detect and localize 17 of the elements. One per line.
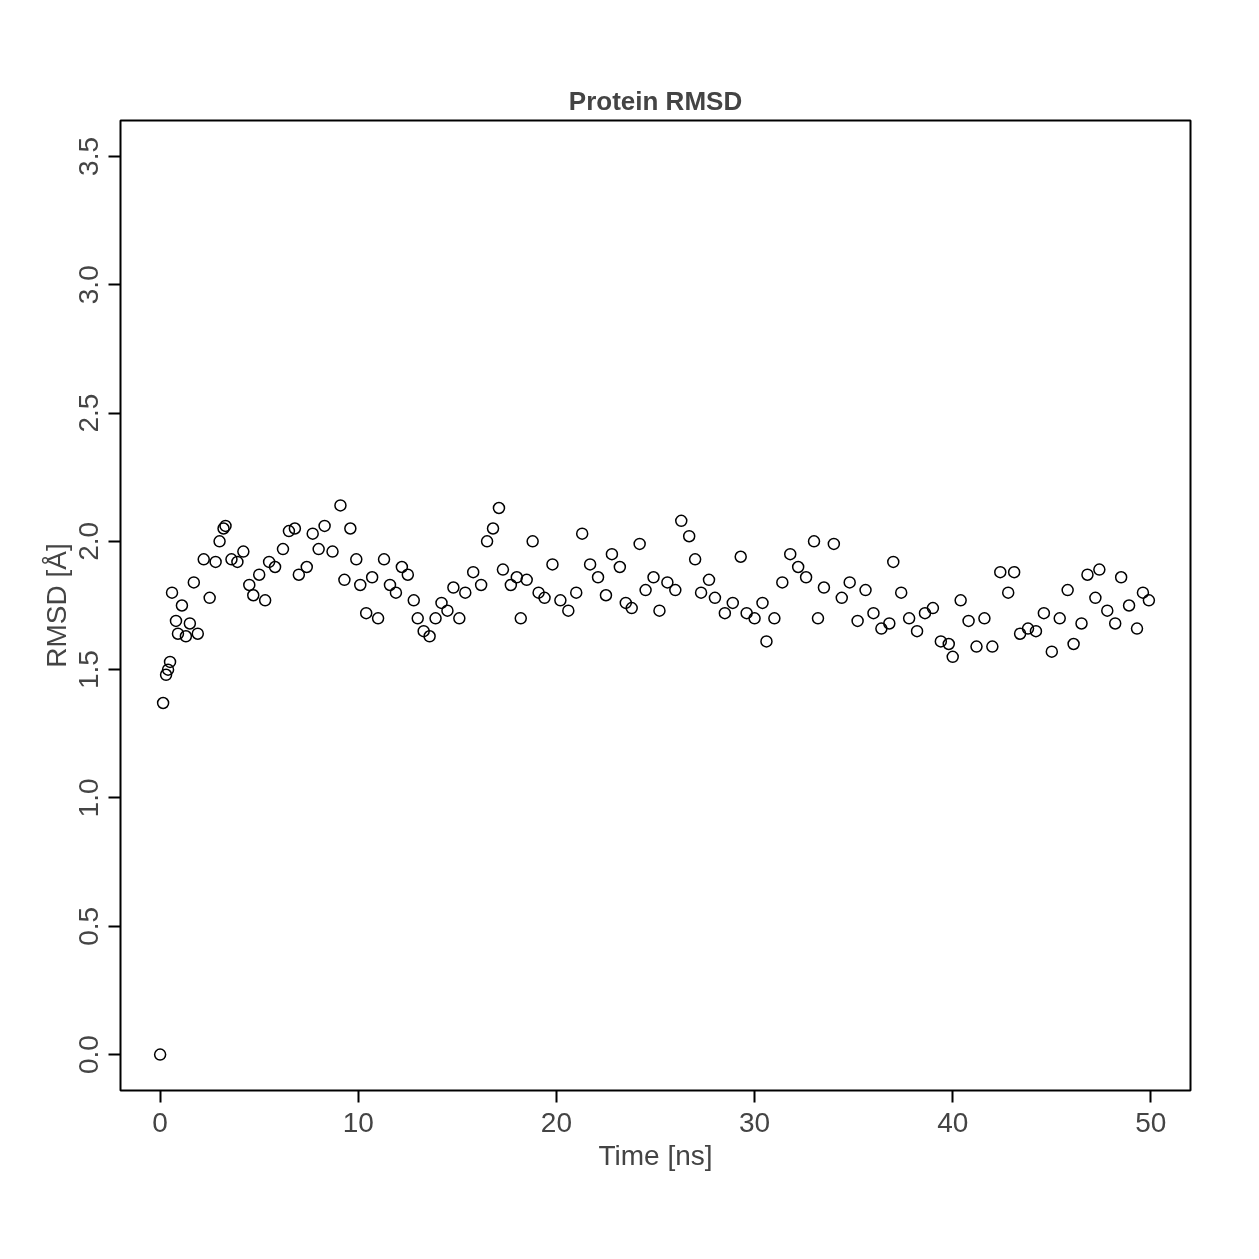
x-tick-label: 30	[739, 1106, 771, 1138]
y-tick-label: 2.5	[73, 393, 105, 433]
y-tick-label: 3.5	[73, 136, 105, 176]
chart-title: Protein RMSD	[568, 85, 743, 116]
y-tick-label: 0.5	[73, 906, 105, 946]
y-tick-label: 3.0	[73, 265, 105, 305]
x-axis-title: Time [ns]	[598, 1139, 713, 1171]
y-tick-label: 1.5	[73, 650, 105, 690]
x-tick-label: 0	[152, 1106, 168, 1138]
x-tick-label: 10	[342, 1106, 374, 1138]
y-tick-label: 0.0	[73, 1035, 105, 1075]
x-tick-label: 50	[1135, 1106, 1167, 1138]
x-tick-label: 40	[937, 1106, 969, 1138]
y-tick-label: 2.0	[73, 521, 105, 561]
y-axis-title: RMSD [Å]	[40, 543, 72, 668]
x-tick-label: 20	[540, 1106, 573, 1138]
y-tick-label: 1.0	[73, 778, 105, 818]
